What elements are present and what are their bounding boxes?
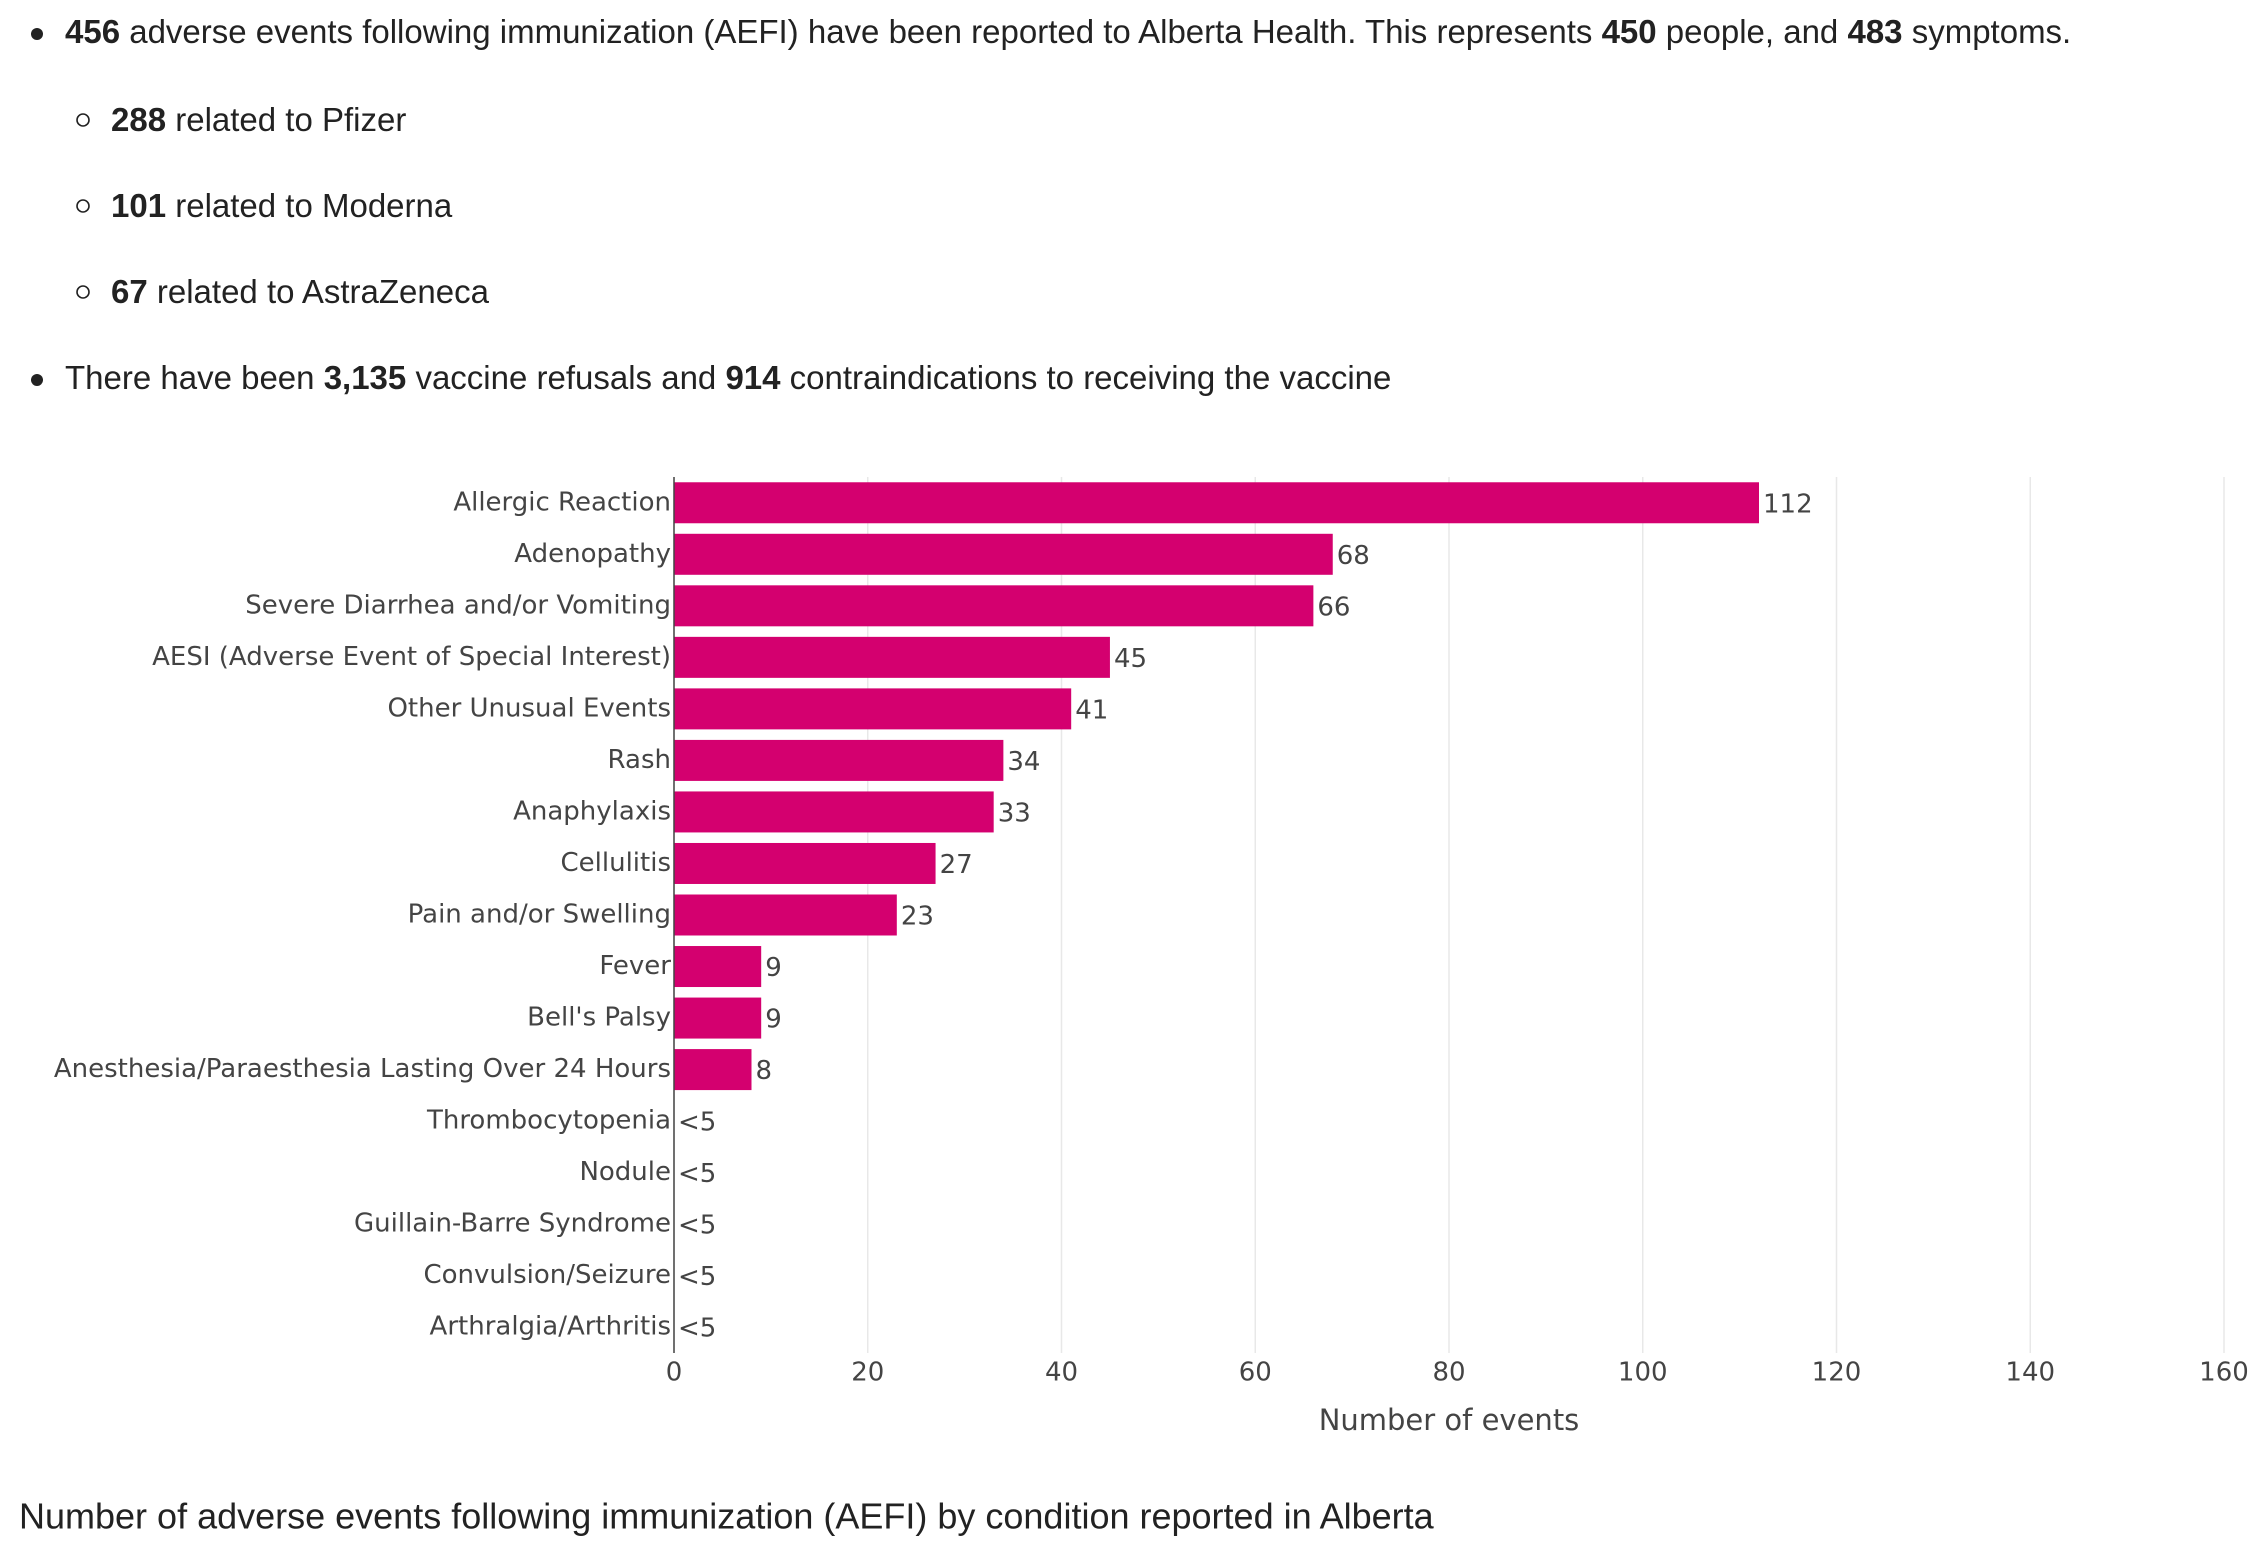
bar	[674, 636, 1110, 678]
y-tick-label: Arthralgia/Arthritis	[430, 1312, 671, 1342]
text-span: related to Pfizer	[166, 101, 406, 138]
bold-number: 101	[111, 187, 166, 224]
y-tick-label: Pain and/or Swelling	[408, 900, 671, 930]
bold-number: 456	[65, 13, 120, 50]
y-tick-label: Other Unusual Events	[387, 693, 671, 723]
bullet-dot	[31, 28, 43, 40]
y-tick-label: Anaphylaxis	[513, 796, 671, 826]
x-tick-label: 120	[1812, 1358, 1862, 1388]
bold-number: 3,135	[324, 359, 407, 396]
x-tick-label: 80	[1432, 1358, 1465, 1388]
bar	[674, 946, 762, 988]
x-axis-title: Number of events	[1319, 1403, 1580, 1437]
data-label: 66	[1317, 592, 1350, 622]
bar	[674, 688, 1072, 730]
data-label: 34	[1007, 747, 1040, 777]
y-tick-label: Allergic Reaction	[453, 487, 671, 517]
bold-number: 288	[111, 101, 166, 138]
y-tick-label: Convulsion/Seizure	[423, 1260, 671, 1290]
x-tick-label: 40	[1045, 1358, 1078, 1388]
sub-bullet-circle	[76, 199, 90, 213]
bar	[674, 791, 994, 833]
bullet-text: 101 related to Moderna	[111, 187, 453, 224]
sub-bullet-circle	[76, 113, 90, 127]
y-tick-label: Thrombocytopenia	[426, 1106, 671, 1136]
y-tick-label: Anesthesia/Paraesthesia Lasting Over 24 …	[54, 1054, 671, 1084]
data-label: 33	[998, 798, 1031, 828]
data-label: <5	[678, 1262, 716, 1292]
bullet-text: 288 related to Pfizer	[111, 101, 406, 138]
y-tick-label: Adenopathy	[514, 539, 671, 569]
data-label: 23	[901, 902, 934, 932]
data-label: 9	[765, 953, 782, 983]
bullet-text: 67 related to AstraZeneca	[111, 273, 490, 310]
data-label: <5	[678, 1159, 716, 1189]
data-label: <5	[678, 1211, 716, 1241]
bullet-text: 456 adverse events following immunizatio…	[65, 13, 2071, 50]
data-label: 27	[940, 850, 973, 880]
y-tick-label: Nodule	[579, 1157, 671, 1187]
data-label: <5	[678, 1108, 716, 1138]
y-tick-label: Cellulitis	[561, 848, 672, 878]
data-label: <5	[678, 1314, 716, 1344]
bold-number: 450	[1602, 13, 1657, 50]
y-tick-label: Severe Diarrhea and/or Vomiting	[245, 590, 671, 620]
bar	[674, 585, 1314, 627]
text-span: people, and	[1657, 13, 1848, 50]
data-label: 45	[1114, 644, 1147, 674]
bar	[674, 842, 936, 884]
bar	[674, 997, 762, 1039]
y-tick-label: Bell's Palsy	[527, 1003, 671, 1033]
y-tick-label: AESI (Adverse Event of Special Interest)	[152, 642, 671, 672]
bar	[674, 482, 1759, 524]
text-span: There have been	[65, 359, 324, 396]
bullet-text: There have been 3,135 vaccine refusals a…	[65, 359, 1391, 396]
data-label: 41	[1075, 695, 1108, 725]
x-tick-label: 60	[1239, 1358, 1272, 1388]
bold-number: 67	[111, 273, 148, 310]
text-span: symptoms.	[1903, 13, 2072, 50]
data-label: 8	[756, 1056, 773, 1086]
sub-bullet-circle	[76, 285, 90, 299]
x-tick-label: 140	[2005, 1358, 2055, 1388]
bold-number: 914	[725, 359, 781, 396]
text-span: related to Moderna	[166, 187, 453, 224]
y-tick-label: Fever	[599, 951, 671, 981]
text-span: related to AstraZeneca	[148, 273, 490, 310]
data-label: 68	[1337, 541, 1370, 571]
bold-number: 483	[1847, 13, 1902, 50]
y-tick-label: Rash	[608, 745, 671, 775]
data-label: 9	[765, 1005, 782, 1035]
text-span: contraindications to receiving the vacci…	[781, 359, 1392, 396]
text-span: adverse events following immunization (A…	[120, 13, 1602, 50]
x-tick-label: 0	[666, 1358, 683, 1388]
x-tick-label: 20	[851, 1358, 884, 1388]
bar	[674, 1049, 752, 1091]
x-tick-label: 160	[2199, 1358, 2249, 1388]
bullet-dot	[31, 374, 43, 386]
y-tick-label: Guillain-Barre Syndrome	[354, 1209, 671, 1239]
x-tick-label: 100	[1618, 1358, 1668, 1388]
bar	[674, 894, 897, 936]
text-span: vaccine refusals and	[406, 359, 725, 396]
data-label: 112	[1763, 489, 1813, 519]
bar	[674, 533, 1333, 575]
bar	[674, 739, 1004, 781]
chart-caption: Number of adverse events following immun…	[19, 1496, 1435, 1537]
